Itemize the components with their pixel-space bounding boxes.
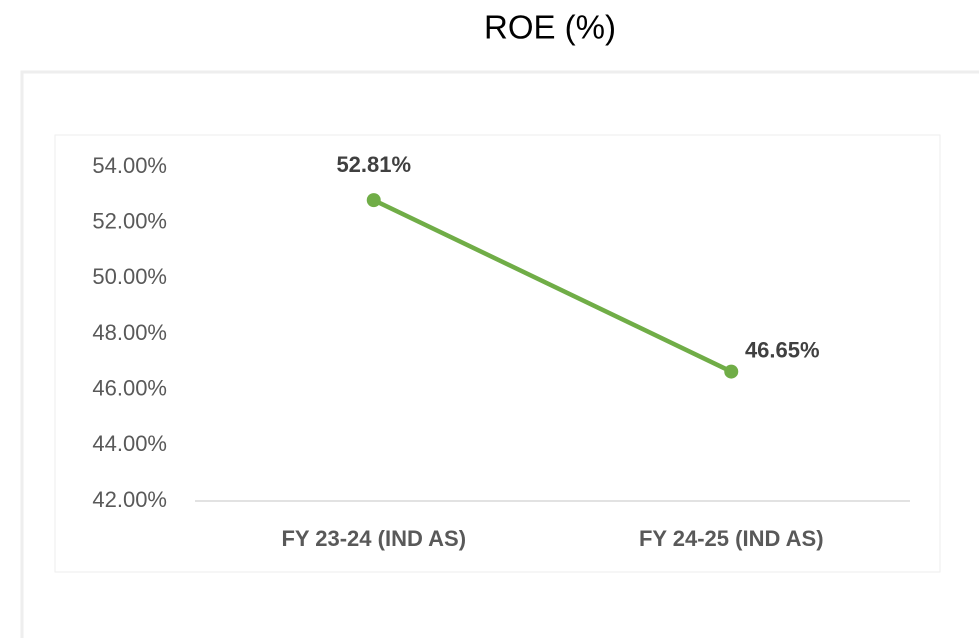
y-tick-label: 54.00% [92,153,167,178]
y-tick-label: 52.00% [92,208,167,233]
data-label: 46.65% [745,337,820,362]
y-tick-label: 44.00% [92,431,167,456]
chart-title: ROE (%) [484,9,616,46]
data-label: 52.81% [336,152,411,177]
x-tick-label: FY 24-25 (IND AS) [639,526,824,551]
y-tick-label: 42.00% [92,487,167,512]
x-tick-label: FY 23-24 (IND AS) [281,526,466,551]
y-tick-label: 48.00% [92,320,167,345]
data-point [724,364,739,379]
y-tick-label: 50.00% [92,264,167,289]
y-tick-label: 46.00% [92,375,167,400]
plot-frame [54,134,941,573]
line-series [371,197,734,374]
data-point [366,193,381,208]
